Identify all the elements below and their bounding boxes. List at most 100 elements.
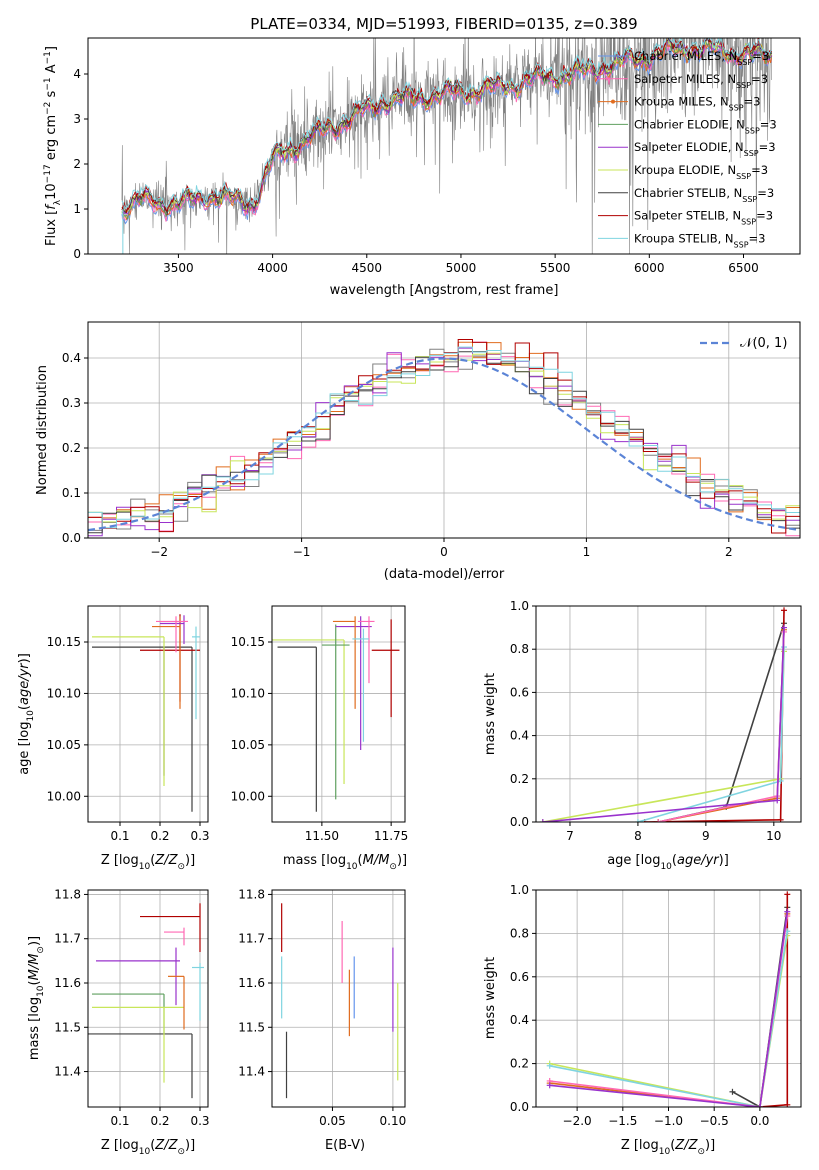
y-tick-label: 11.5 (54, 1020, 81, 1034)
label-part: mass [log (27, 997, 42, 1060)
y-tick-label: 11.6 (238, 976, 265, 990)
x-tick-label: 6000 (634, 261, 665, 275)
x-axis-label: wavelength [Angstrom, rest frame] (330, 283, 559, 298)
x-tick-label: 6500 (728, 261, 759, 275)
plot-area (88, 903, 204, 1099)
y-tick-label: 0.8 (510, 926, 529, 940)
y-tick-label: 10.00 (47, 789, 81, 803)
y-tick-label: 1.0 (510, 599, 529, 613)
y-axis-label: Flux [fλ10−17 erg cm−2 s−1 A−1] (43, 46, 63, 246)
panel-Z-mass: 0.1 0.2 0.311.411.511.611.711.8Z [log10(Z/… (27, 887, 210, 1157)
label-part: ( (17, 705, 32, 710)
panel-residuals: −2 −1 0 1 2 0.0 0.1 0.2 0.3 0.4 𝒩(0, 1) (data-model… (35, 321, 801, 582)
x-axis-label: age [log10(age/yr)] (607, 853, 729, 872)
x-tick-label: 4000 (257, 261, 288, 275)
y-tick-label: 0.4 (510, 1013, 529, 1027)
x-tick-label: 2 (725, 545, 733, 559)
legend-text: Salpeter MILES, N (634, 72, 736, 86)
legend-label: Salpeter MILES, NSSP=3 (634, 72, 768, 90)
x-tick-label: −1 (293, 545, 311, 559)
weight-line (658, 631, 785, 822)
x-tick-label: 9 (702, 829, 710, 843)
y-tick-label: 0.8 (510, 642, 529, 656)
x-tick-label: 0.0 (750, 1114, 769, 1128)
label-part: erg cm (44, 115, 59, 164)
x-tick-label: −0.5 (700, 1114, 729, 1128)
x-tick-label: −1.5 (608, 1114, 637, 1128)
plot-area (546, 891, 791, 1107)
panels: 3500 4000 4500 5000 5500 6000 6500 0 1 2 3 4 wavelen… (17, 37, 802, 1157)
label-part: )] (17, 653, 32, 663)
legend-label: Chabrier STELIB, NSSP=3 (634, 186, 774, 204)
weight-line (549, 911, 789, 1107)
y-tick-label: 4 (73, 67, 81, 81)
y-tick-label: 0 (73, 247, 81, 261)
x-tick-label: −2 (150, 545, 168, 559)
plot-area (88, 339, 800, 537)
label-part: ⊙ (177, 1147, 185, 1157)
x-tick-label: 11.50 (305, 829, 339, 843)
label-part: )] (27, 936, 42, 946)
label-part: 10 (139, 1147, 151, 1157)
axes-frame (271, 605, 406, 823)
legend-sub: SSP (742, 194, 757, 203)
y-tick-label: 11.7 (54, 932, 81, 946)
label-part: M/M (27, 954, 42, 981)
observed-spectrum (121, 38, 773, 254)
y-tick-label: 10.10 (47, 686, 81, 700)
y-tick-label: 1 (73, 202, 81, 216)
model-line (121, 38, 772, 211)
y-tick-label: 10.05 (231, 738, 265, 752)
x-tick-label: 7 (566, 829, 574, 843)
y-tick-label: 11.8 (54, 887, 81, 901)
label-part: Z/Z (154, 853, 178, 868)
x-tick-label: 0.3 (190, 829, 209, 843)
axes-frame (87, 605, 209, 823)
label-part: Z [log (101, 853, 139, 868)
y-tick-label: 0.2 (510, 1057, 529, 1071)
label-part: −17 (43, 164, 53, 183)
x-tick-label: −2.0 (563, 1114, 592, 1128)
label-part: )] (185, 1138, 195, 1153)
label-part: A (44, 64, 59, 77)
label-part: age [log (17, 722, 32, 775)
plot-area (272, 616, 400, 812)
legend-text: Salpeter STELIB, N (634, 209, 741, 223)
legend-marker (611, 99, 615, 104)
legend-text: Kroupa MILES, N (634, 95, 729, 109)
y-tick-label: 11.6 (54, 976, 81, 990)
label-part: ( (150, 1138, 155, 1153)
label-part: M/M (363, 853, 390, 868)
legend-text: =3 (751, 72, 768, 86)
label-part: age/yr (677, 853, 720, 868)
label-part: −1 (43, 51, 53, 64)
label-part: f (44, 203, 59, 210)
x-tick-label: 1 (583, 545, 591, 559)
label-part: λ (53, 199, 63, 205)
label-part: age [log (607, 853, 660, 868)
gaussian-curve (88, 357, 800, 532)
label-part: −2 (43, 102, 53, 115)
y-tick-label: 0.3 (62, 396, 81, 410)
weight-line (542, 627, 785, 822)
legend-label: Chabrier ELODIE, NSSP=3 (634, 117, 777, 135)
label-part: Z [log (101, 1138, 139, 1153)
legend-text: Chabrier ELODIE, N (634, 117, 745, 131)
y-axis-label: mass [log10(M/M⊙)] (27, 936, 46, 1060)
weight-line (658, 629, 785, 822)
legend-sub: SSP (729, 103, 744, 112)
y-tick-label: 10.15 (47, 635, 81, 649)
label-part: ⊙ (697, 1147, 705, 1157)
label-part: age/yr (17, 662, 32, 705)
y-tick-label: 10.05 (47, 738, 81, 752)
y-tick-label: 0.0 (510, 815, 529, 829)
legend-sub: SSP (745, 126, 760, 135)
legend-sub: SSP (736, 80, 751, 89)
legend-text: =3 (756, 209, 773, 223)
label-part: ⊙ (389, 862, 397, 872)
y-tick-label: 2 (73, 157, 81, 171)
y-tick-label: 1.0 (510, 883, 529, 897)
y-tick-label: 11.4 (238, 1065, 265, 1079)
